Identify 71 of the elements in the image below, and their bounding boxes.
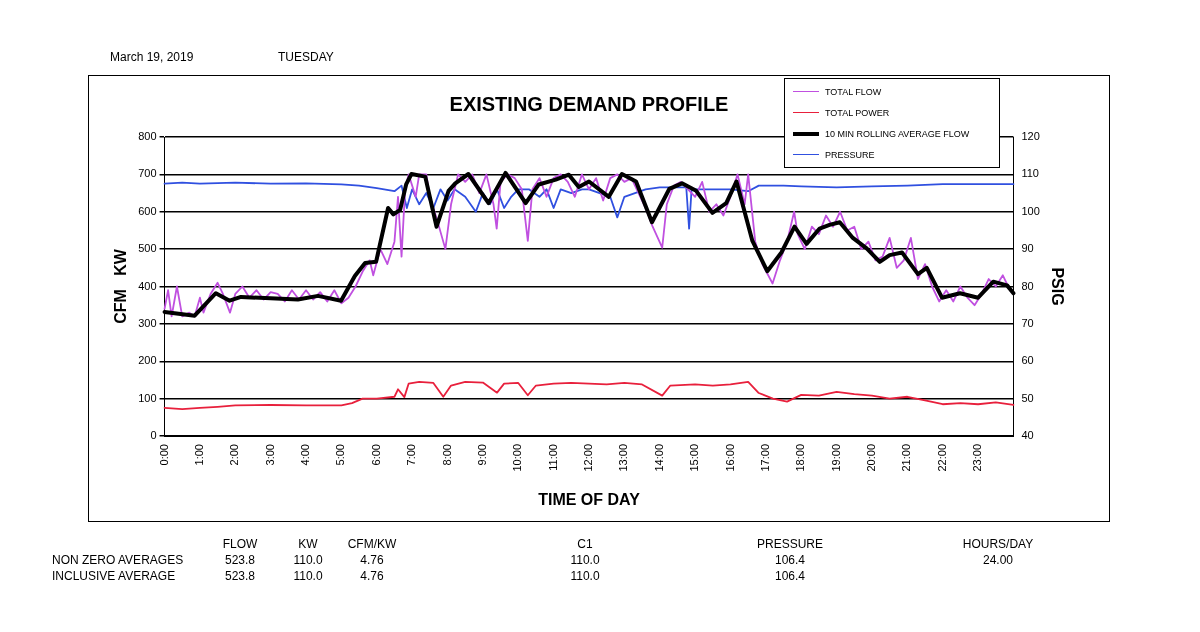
x-tick-label: 20:00 <box>865 444 877 472</box>
x-tick-label: 23:00 <box>971 444 984 472</box>
x-tick-label: 2:00 <box>228 444 241 466</box>
x-tick-label: 14:00 <box>652 444 665 472</box>
y-tick-label: 800 <box>138 130 157 143</box>
x-tick-label: 11:00 <box>546 444 559 471</box>
text: 110.0 <box>570 569 600 583</box>
y2-tick-label: 50 <box>1021 391 1034 404</box>
x-tick-label: 19:00 <box>829 444 842 472</box>
x-tick-label: 15:00 <box>688 444 701 472</box>
x-axis-title: TIME OF DAY <box>538 490 641 508</box>
text: TUESDAY <box>278 50 334 64</box>
text: CFM/KW <box>347 537 397 551</box>
x-tick-label: 17:00 <box>758 444 771 472</box>
x-tick-label: 16:00 <box>723 444 736 472</box>
text: HOURS/DAY <box>962 537 1034 551</box>
text: INCLUSIVE AVERAGE <box>52 569 176 583</box>
y2-tick-label: 70 <box>1021 316 1034 329</box>
y2-tick-label: 90 <box>1021 242 1034 255</box>
x-tick-label: 13:00 <box>617 444 630 472</box>
text: 523.8 <box>224 569 256 583</box>
y-tick-label: 300 <box>138 316 157 329</box>
x-tick-label: 9:00 <box>475 444 488 466</box>
text: KW <box>298 537 318 551</box>
text: NON ZERO AVERAGES <box>52 553 184 567</box>
legend-label: TOTAL FLOW <box>825 86 882 97</box>
y2-tick-label: 40 <box>1021 429 1034 442</box>
legend-label: 10 MIN ROLLING AVERAGE FLOW <box>825 128 970 139</box>
text: 4.76 <box>360 569 384 583</box>
text: 106.4 <box>774 553 806 567</box>
text: PRESSURE <box>756 537 824 551</box>
x-tick-label: 22:00 <box>935 444 948 472</box>
x-tick-label: 18:00 <box>794 444 807 472</box>
y2-tick-label: 120 <box>1021 130 1040 143</box>
x-tick-label: 7:00 <box>405 444 418 466</box>
y-axis-title: CFM KW <box>112 248 130 324</box>
x-tick-label: 10:00 <box>511 444 524 472</box>
x-tick-label: 3:00 <box>263 444 276 466</box>
x-tick-label: 21:00 <box>900 444 913 472</box>
legend-label: PRESSURE <box>825 149 875 160</box>
y-tick-label: 500 <box>138 242 157 255</box>
x-tick-label: 8:00 <box>440 444 453 466</box>
text: 110.0 <box>293 553 323 567</box>
y-tick-label: 200 <box>138 354 157 367</box>
y2-tick-label: 80 <box>1021 279 1034 292</box>
x-tick-label: 4:00 <box>299 444 312 466</box>
x-tick-label: 0:00 <box>157 444 170 466</box>
text: FLOW <box>222 537 258 551</box>
x-tick-label: 5:00 <box>334 444 347 466</box>
text: C1 <box>577 537 593 551</box>
y2-tick-label: 110 <box>1021 167 1039 180</box>
x-tick-label: 1:00 <box>192 444 205 466</box>
y2-tick-label: 60 <box>1021 354 1034 367</box>
text: 110.0 <box>293 569 323 583</box>
y-tick-label: 100 <box>138 391 157 404</box>
text: 110.0 <box>570 553 600 567</box>
legend-label: TOTAL POWER <box>825 107 890 118</box>
y-tick-label: 600 <box>138 204 157 217</box>
y-tick-label: 400 <box>138 279 157 292</box>
x-tick-label: 6:00 <box>369 444 382 466</box>
y2-axis-title: PSIG <box>1048 267 1066 306</box>
y-tick-label: 0 <box>150 429 157 442</box>
chart-title: EXISTING DEMAND PROFILE <box>449 92 729 115</box>
x-tick-label: 12:00 <box>582 444 595 472</box>
text: March 19, 2019 <box>110 50 194 64</box>
y2-tick-label: 100 <box>1021 204 1040 217</box>
y-tick-label: 700 <box>138 167 157 180</box>
text: 523.8 <box>224 553 256 567</box>
text: 106.4 <box>774 569 806 583</box>
text: 24.00 <box>982 553 1014 567</box>
text: 4.76 <box>360 553 384 567</box>
